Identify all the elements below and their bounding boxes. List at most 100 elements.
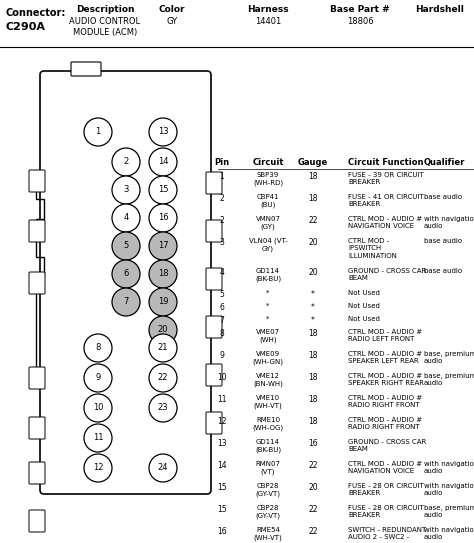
Circle shape (112, 204, 140, 232)
Text: Circuit Function: Circuit Function (348, 158, 423, 167)
Circle shape (149, 148, 177, 176)
Text: 18: 18 (158, 269, 168, 279)
FancyBboxPatch shape (71, 62, 101, 76)
Circle shape (149, 176, 177, 204)
Text: *: * (311, 316, 315, 325)
Text: 12: 12 (217, 417, 227, 426)
FancyBboxPatch shape (29, 417, 45, 439)
Text: FUSE - 39 OR CIRCUIT
BREAKER: FUSE - 39 OR CIRCUIT BREAKER (348, 172, 424, 185)
Text: Circuit: Circuit (252, 158, 284, 167)
Text: SWITCH - REDUNDANT
AUDIO 2 - SWC2 -: SWITCH - REDUNDANT AUDIO 2 - SWC2 - (348, 527, 426, 540)
Circle shape (84, 394, 112, 422)
FancyBboxPatch shape (206, 364, 222, 386)
Circle shape (149, 334, 177, 362)
Text: 11: 11 (217, 395, 227, 404)
Text: 7: 7 (123, 298, 128, 306)
FancyBboxPatch shape (206, 172, 222, 194)
Text: CTRL MOD - AUDIO #
NAVIGATION VOICE: CTRL MOD - AUDIO # NAVIGATION VOICE (348, 461, 422, 474)
Text: 18: 18 (308, 351, 318, 360)
Circle shape (149, 204, 177, 232)
Circle shape (149, 288, 177, 316)
Text: 8: 8 (95, 344, 100, 352)
Text: 5: 5 (123, 242, 128, 250)
Text: 18: 18 (308, 373, 318, 382)
Text: *: * (311, 290, 315, 299)
Text: FUSE - 28 OR CIRCUIT
BREAKER: FUSE - 28 OR CIRCUIT BREAKER (348, 483, 424, 496)
Text: 1: 1 (219, 172, 224, 181)
FancyBboxPatch shape (29, 367, 45, 389)
Text: base audio: base audio (424, 238, 462, 244)
Text: 20: 20 (308, 238, 318, 247)
Text: 20: 20 (158, 325, 168, 334)
FancyBboxPatch shape (29, 170, 45, 192)
Text: 22: 22 (308, 505, 318, 514)
Text: CTRL MOD - AUDIO #
RADIO RIGHT FRONT: CTRL MOD - AUDIO # RADIO RIGHT FRONT (348, 417, 422, 430)
Text: VME09
(WH-GN): VME09 (WH-GN) (253, 351, 283, 365)
Text: Hardshell: Hardshell (416, 5, 465, 14)
Circle shape (84, 334, 112, 362)
Text: VME10
(WH-VT): VME10 (WH-VT) (254, 395, 283, 409)
Circle shape (149, 118, 177, 146)
Text: 4: 4 (219, 268, 224, 277)
Text: RMN07
(VT): RMN07 (VT) (255, 461, 281, 475)
Text: Harness: Harness (247, 5, 289, 14)
Text: 9: 9 (95, 374, 100, 382)
Text: with navigation
audio: with navigation audio (424, 527, 474, 540)
Text: CTRL MOD - AUDIO #
SPEAKER LEFT REAR: CTRL MOD - AUDIO # SPEAKER LEFT REAR (348, 351, 422, 364)
Text: RME10
(WH-OG): RME10 (WH-OG) (253, 417, 283, 431)
Text: 15: 15 (217, 505, 227, 514)
Circle shape (149, 364, 177, 392)
Text: CTRL MOD - AUDIO #
SPEAKER RIGHT REAR: CTRL MOD - AUDIO # SPEAKER RIGHT REAR (348, 373, 424, 386)
Text: CTRL MOD - AUDIO #
RADIO RIGHT FRONT: CTRL MOD - AUDIO # RADIO RIGHT FRONT (348, 395, 422, 408)
Text: 14: 14 (158, 157, 168, 167)
Text: *: * (311, 303, 315, 312)
Text: VLN04 (VT-
GY): VLN04 (VT- GY) (249, 238, 287, 252)
Text: 14401: 14401 (255, 17, 281, 26)
Text: GD114
(BK-BU): GD114 (BK-BU) (255, 268, 281, 282)
FancyBboxPatch shape (29, 510, 45, 532)
Text: Description: Description (76, 5, 134, 14)
Text: base audio: base audio (424, 194, 462, 200)
Text: Pin: Pin (214, 158, 229, 167)
Circle shape (84, 424, 112, 452)
Text: 15: 15 (158, 186, 168, 194)
FancyBboxPatch shape (29, 272, 45, 294)
Text: 2: 2 (219, 216, 224, 225)
Text: 7: 7 (219, 316, 224, 325)
Text: 15: 15 (217, 483, 227, 492)
FancyBboxPatch shape (206, 316, 222, 338)
Text: 3: 3 (123, 186, 128, 194)
FancyBboxPatch shape (206, 412, 222, 434)
Text: 4: 4 (123, 213, 128, 223)
Text: 12: 12 (93, 464, 103, 472)
Text: 16: 16 (158, 213, 168, 223)
Text: VME12
(BN-WH): VME12 (BN-WH) (253, 373, 283, 387)
Circle shape (112, 288, 140, 316)
FancyBboxPatch shape (40, 71, 211, 494)
Text: with navigation
audio: with navigation audio (424, 483, 474, 496)
Text: 18: 18 (308, 329, 318, 338)
FancyBboxPatch shape (206, 268, 222, 290)
Text: 11: 11 (93, 433, 103, 443)
Circle shape (84, 118, 112, 146)
Text: 16: 16 (217, 527, 227, 536)
Text: SBP39
(WH-RD): SBP39 (WH-RD) (253, 172, 283, 186)
Text: 13: 13 (158, 128, 168, 136)
Text: GROUND - CROSS CAR
BEAM: GROUND - CROSS CAR BEAM (348, 268, 426, 281)
Text: CBP28
(GY-VT): CBP28 (GY-VT) (255, 483, 281, 497)
Text: Base Part #: Base Part # (330, 5, 390, 14)
FancyBboxPatch shape (29, 462, 45, 484)
Text: VMN07
(GY): VMN07 (GY) (255, 216, 281, 230)
FancyBboxPatch shape (206, 220, 222, 242)
Text: VME07
(WH): VME07 (WH) (256, 329, 280, 343)
Text: CBP28
(GY-VT): CBP28 (GY-VT) (255, 505, 281, 519)
Circle shape (149, 260, 177, 288)
Text: Color: Color (159, 5, 185, 14)
Text: 13: 13 (217, 439, 227, 448)
Text: base, premium
audio: base, premium audio (424, 505, 474, 518)
Text: 9: 9 (219, 351, 224, 360)
Text: 6: 6 (219, 303, 224, 312)
Text: Qualifier: Qualifier (424, 158, 465, 167)
Text: C290A: C290A (6, 22, 46, 32)
Text: Not Used: Not Used (348, 290, 380, 296)
